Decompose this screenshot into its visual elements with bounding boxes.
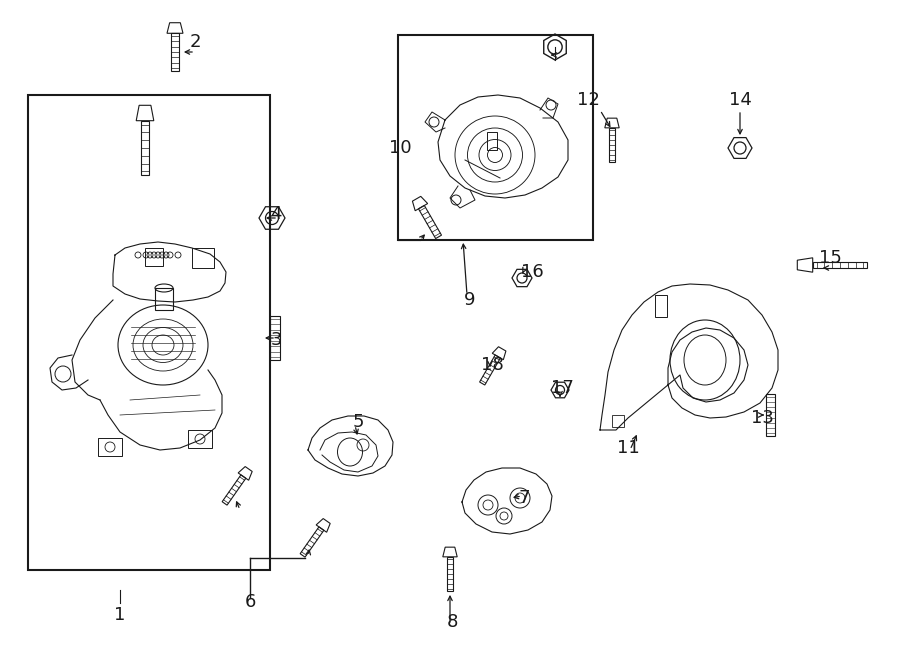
Bar <box>487 132 497 150</box>
Text: 15: 15 <box>819 249 842 267</box>
Text: 2: 2 <box>189 33 201 51</box>
Bar <box>188 430 212 448</box>
Text: 3: 3 <box>270 331 282 349</box>
Text: 17: 17 <box>551 379 573 397</box>
Bar <box>28 95 270 570</box>
Text: 12: 12 <box>577 91 599 109</box>
Text: 6: 6 <box>244 593 256 611</box>
Bar <box>98 438 122 456</box>
Text: 9: 9 <box>464 291 476 309</box>
Text: 4: 4 <box>270 205 282 223</box>
Bar <box>612 415 624 427</box>
Text: 7: 7 <box>518 489 530 507</box>
Bar <box>155 288 173 310</box>
Text: 10: 10 <box>389 139 411 157</box>
Text: 5: 5 <box>352 413 364 431</box>
Text: 13: 13 <box>751 409 773 427</box>
Bar <box>145 248 163 266</box>
Text: 8: 8 <box>446 613 458 631</box>
Bar <box>655 295 667 317</box>
Bar <box>398 35 593 240</box>
Bar <box>192 248 214 268</box>
Text: 18: 18 <box>481 356 503 374</box>
Text: 1: 1 <box>114 606 126 624</box>
Text: 11: 11 <box>616 439 639 457</box>
Text: 14: 14 <box>729 91 751 109</box>
Text: 16: 16 <box>520 263 544 281</box>
